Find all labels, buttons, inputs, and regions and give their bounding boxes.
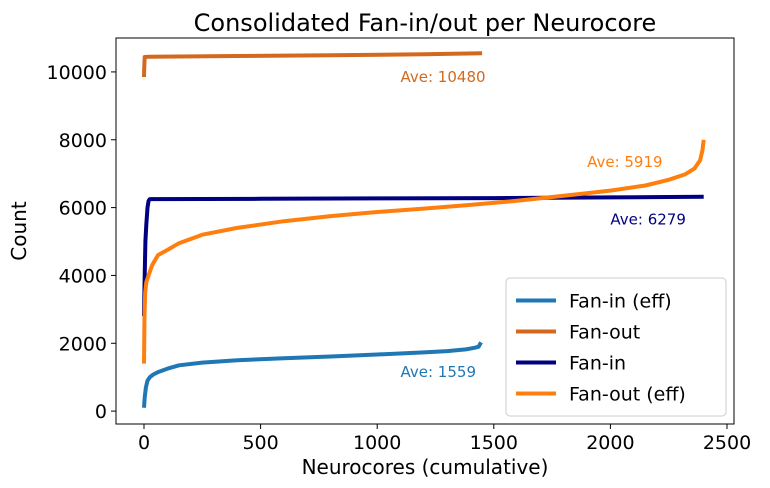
legend-label-fan-out-eff: Fan-out (eff) (569, 384, 686, 406)
series-line-fan-in-eff (142, 341, 483, 408)
legend-label-fan-in-eff: Fan-in (eff) (569, 291, 672, 313)
annotation-ave-5919: Ave: 5919 (587, 153, 662, 171)
x-tick-label: 1000 (353, 432, 401, 454)
x-tick-label: 1500 (470, 432, 518, 454)
y-tick-label: 4000 (59, 265, 107, 287)
chart-title: Consolidated Fan-in/out per Neurocore (194, 9, 657, 37)
y-tick-label: 6000 (59, 198, 107, 220)
y-tick-label: 8000 (59, 130, 107, 152)
x-tick-label: 0 (138, 432, 150, 454)
y-axis: 0 2000 4000 6000 8000 10000 (47, 62, 116, 423)
x-tick-label: 2000 (586, 432, 634, 454)
legend-label-fan-in: Fan-in (569, 353, 626, 375)
legend: Fan-in (eff) Fan-out Fan-in Fan-out (eff) (505, 277, 727, 417)
x-axis: 0 500 1000 1500 2000 2500 (138, 424, 751, 454)
series-line-fan-out (142, 51, 483, 78)
y-tick-label: 2000 (59, 333, 107, 355)
annotation-ave-6279: Ave: 6279 (610, 211, 685, 229)
series-line-fan-in (142, 194, 704, 317)
x-axis-label: Neurocores (cumulative) (302, 455, 549, 479)
annotation-ave-10480: Ave: 10480 (401, 68, 486, 86)
series-line-fan-out-eff (142, 139, 706, 364)
plot-frame (115, 37, 735, 425)
y-axis-label: Count (7, 201, 31, 261)
x-tick-label: 2500 (703, 432, 751, 454)
annotations: Ave: 10480 Ave: 5919 Ave: 6279 Ave: 1559 (401, 68, 686, 381)
plot-area (142, 51, 706, 408)
legend-box (505, 277, 727, 417)
y-tick-label: 0 (95, 401, 107, 423)
annotation-ave-1559: Ave: 1559 (401, 363, 476, 381)
y-tick-label: 10000 (47, 62, 107, 84)
x-tick-label: 500 (242, 432, 278, 454)
legend-label-fan-out: Fan-out (569, 322, 640, 344)
